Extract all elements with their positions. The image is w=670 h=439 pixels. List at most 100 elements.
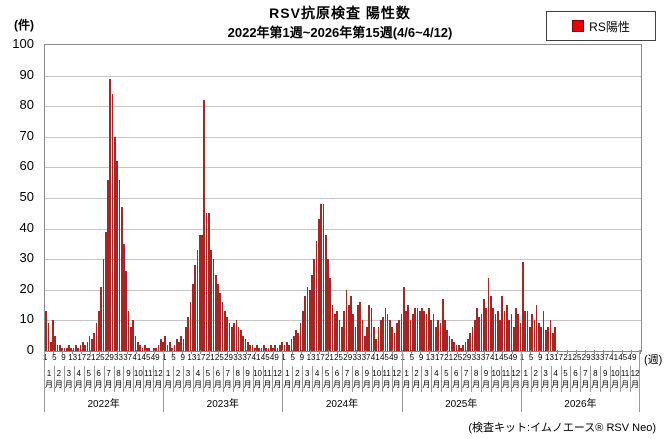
week-tick-label: 1: [42, 353, 48, 362]
x-axis-tick: [154, 350, 156, 354]
week-tick-label: 29: [462, 353, 472, 362]
bar: [102, 259, 105, 351]
bar: [159, 338, 162, 351]
week-tick-label: 17: [77, 353, 87, 362]
bar: [283, 344, 286, 351]
bar: [377, 326, 380, 351]
x-axis-tick: [181, 350, 183, 354]
bar: [400, 314, 403, 351]
bar: [494, 314, 497, 351]
bar: [59, 344, 61, 351]
bar: [350, 295, 352, 351]
week-tick-label: 13: [545, 353, 554, 362]
bar: [492, 308, 494, 351]
bar: [81, 341, 84, 351]
week-tick-label: 9: [180, 353, 185, 362]
x-axis-tick: [539, 350, 541, 354]
bar: [86, 341, 89, 351]
bar: [100, 286, 102, 351]
x-axis-tick: [245, 350, 247, 354]
chart-subtitle: 2022年第1週~2026年第15週(4/6~4/12): [227, 25, 453, 40]
bar: [194, 265, 196, 351]
month-separator: [53, 366, 55, 392]
month-separator: [441, 366, 443, 392]
bar: [501, 295, 504, 351]
week-tick-label: 1: [281, 353, 286, 362]
bar: [363, 335, 366, 351]
bar: [386, 314, 389, 351]
x-axis-tick: [474, 350, 476, 354]
x-axis-tick: [410, 350, 412, 354]
week-tick-label: 29: [343, 353, 353, 362]
week-tick-label: 25: [95, 353, 105, 362]
month-label: 11 月: [382, 369, 391, 389]
month-separator: [550, 366, 552, 392]
bar: [63, 347, 66, 351]
month-separator: [332, 366, 334, 392]
x-axis-tick: [603, 350, 605, 354]
week-tick-label: 37: [361, 353, 371, 362]
month-separator: [590, 366, 592, 392]
bar: [352, 314, 355, 351]
y-tick-label: 30: [19, 250, 34, 266]
bar: [524, 311, 527, 351]
bar: [366, 326, 368, 351]
month-label: 12 月: [630, 369, 640, 389]
bar: [324, 234, 327, 351]
bar: [538, 323, 540, 351]
bar: [49, 341, 52, 351]
bar: [361, 320, 364, 351]
bar: [208, 213, 210, 351]
month-label: 10 月: [372, 369, 382, 389]
week-tick-label: 45: [618, 353, 628, 362]
x-axis-tick: [126, 350, 128, 354]
bar: [97, 311, 100, 351]
month-label: 12 月: [153, 369, 163, 389]
bar: [428, 308, 430, 351]
bar: [235, 320, 238, 351]
bar: [201, 234, 203, 351]
year-separator: [282, 350, 284, 412]
x-axis-tick: [557, 350, 559, 354]
bar: [382, 317, 384, 351]
x-axis-tick: [144, 350, 146, 354]
x-axis-tick: [337, 350, 339, 354]
month-separator: [431, 366, 433, 392]
month-separator: [620, 366, 622, 392]
month-separator: [461, 366, 463, 392]
x-axis-tick: [227, 350, 229, 354]
x-axis-tick: [511, 350, 513, 354]
month-separator: [113, 366, 115, 392]
bar: [469, 332, 471, 351]
bar: [554, 326, 556, 351]
x-axis-tick: [566, 350, 568, 354]
bar: [162, 341, 164, 351]
week-tick-label: 45: [499, 353, 509, 362]
y-tick-label: 60: [19, 158, 34, 174]
year-separator: [163, 350, 165, 412]
bar: [544, 329, 547, 351]
month-separator: [63, 366, 65, 392]
bar: [281, 341, 284, 351]
bar: [393, 332, 396, 351]
bar: [483, 298, 485, 351]
y-tick-label: 80: [19, 97, 34, 113]
month-separator: [272, 366, 274, 392]
bar: [104, 231, 107, 351]
bar: [329, 277, 332, 351]
bar: [522, 262, 524, 351]
bar: [423, 311, 426, 351]
week-tick-label: 17: [434, 353, 444, 362]
legend: RS陽性: [546, 11, 656, 41]
x-axis-tick: [135, 350, 137, 354]
month-separator: [630, 366, 632, 392]
bar: [75, 344, 77, 351]
